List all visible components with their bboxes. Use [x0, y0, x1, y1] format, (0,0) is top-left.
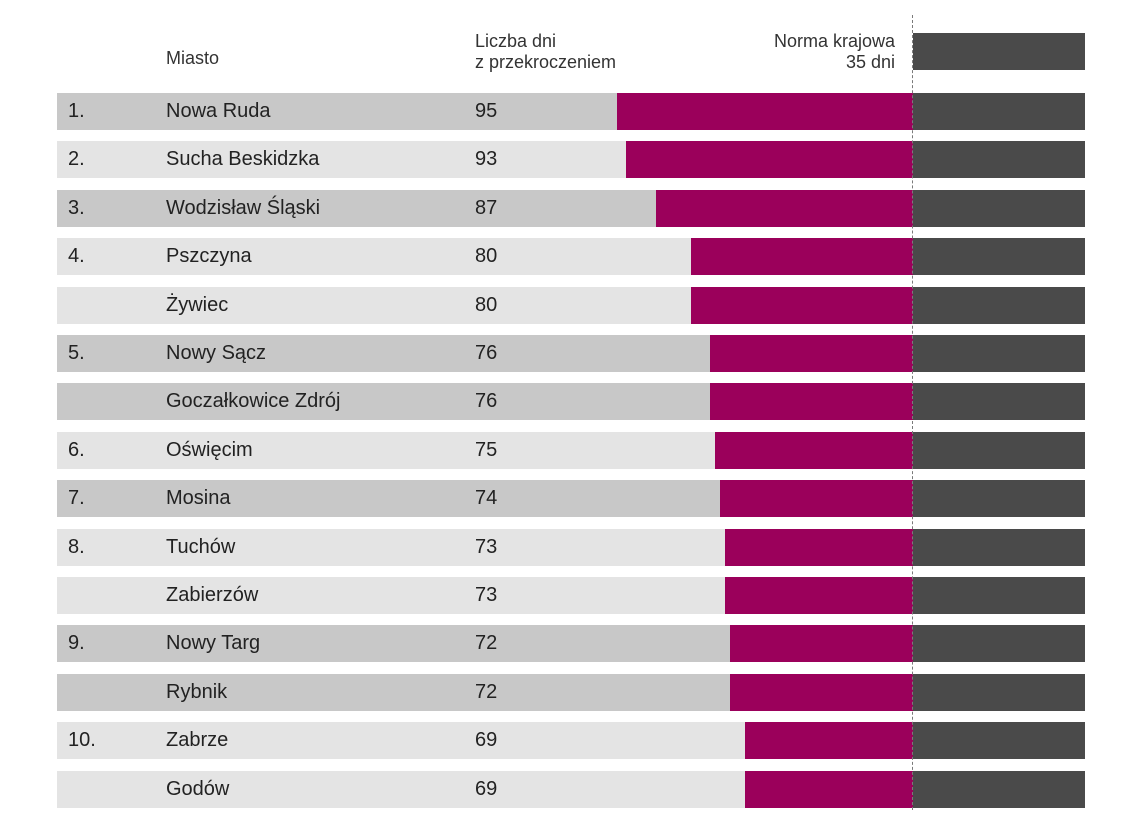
exceedance-bar — [725, 529, 913, 566]
value-label: 93 — [475, 148, 498, 170]
city-label: Sucha Beskidzka — [166, 148, 320, 170]
norm-bar — [913, 238, 1085, 275]
exceedance-bar — [616, 93, 913, 130]
value-label: 80 — [475, 294, 498, 316]
rank-label: 10. — [68, 729, 96, 751]
exceedance-bar — [690, 238, 913, 275]
norm-legend-swatch — [913, 33, 1085, 70]
exceedance-bar — [745, 722, 913, 759]
norm-bar — [913, 771, 1085, 808]
exceedance-bar — [626, 141, 913, 178]
exceedance-bar — [725, 577, 913, 614]
rank-label: 1. — [68, 100, 85, 122]
exceedance-bar — [715, 432, 913, 469]
norm-bar — [913, 432, 1085, 469]
rank-label: 9. — [68, 632, 85, 654]
city-label: Rybnik — [166, 681, 228, 703]
norm-bar — [913, 287, 1085, 324]
exceedance-bar — [720, 480, 913, 517]
rank-label: 2. — [68, 148, 85, 170]
city-label: Godów — [166, 778, 230, 800]
norm-bar — [913, 577, 1085, 614]
rank-label: 7. — [68, 487, 85, 509]
city-label: Tuchów — [166, 536, 236, 558]
city-label: Zabierzów — [166, 584, 259, 606]
value-label: 75 — [475, 439, 498, 461]
norm-bar — [913, 190, 1085, 227]
city-label: Wodzisław Śląski — [166, 197, 321, 219]
value-label: 69 — [475, 729, 498, 751]
city-label: Nowa Ruda — [166, 100, 271, 122]
value-label: 73 — [475, 536, 498, 558]
norm-bar — [913, 674, 1085, 711]
value-label: 72 — [475, 681, 498, 703]
norm-bar — [913, 480, 1085, 517]
exceedance-bar — [745, 771, 913, 808]
norm-bar — [913, 335, 1085, 372]
norm-bar — [913, 722, 1085, 759]
norm-bar — [913, 625, 1085, 662]
norm-bar — [913, 141, 1085, 178]
city-label: Pszczyna — [166, 245, 252, 267]
exceedance-bar — [656, 190, 913, 227]
value-label: 76 — [475, 342, 498, 364]
city-label: Nowy Targ — [166, 632, 261, 654]
norm-bar — [913, 529, 1085, 566]
city-label: Oświęcim — [166, 439, 253, 461]
header-national-norm: Norma krajowa 35 dni — [773, 31, 895, 72]
value-label: 73 — [475, 584, 498, 606]
value-label: 95 — [475, 100, 498, 122]
value-label: 72 — [475, 632, 498, 654]
value-label: 87 — [475, 197, 498, 219]
rank-label: 4. — [68, 245, 85, 267]
exceedance-bar — [710, 383, 913, 420]
city-label: Zabrze — [166, 729, 229, 751]
header-city: Miasto — [166, 48, 220, 68]
city-label: Żywiec — [166, 294, 229, 316]
rank-label: 5. — [68, 342, 85, 364]
rank-label: 3. — [68, 197, 85, 219]
norm-bar — [913, 383, 1085, 420]
city-label: Mosina — [166, 487, 231, 509]
norm-bar — [913, 93, 1085, 130]
city-label: Goczałkowice Zdrój — [166, 390, 341, 412]
value-label: 69 — [475, 778, 498, 800]
city-label: Nowy Sącz — [166, 342, 267, 364]
rank-label: 6. — [68, 439, 85, 461]
exceedance-bar — [730, 674, 913, 711]
rank-label: 8. — [68, 536, 85, 558]
header-day-count: Liczba dni z przekroczeniem — [475, 31, 617, 72]
value-label: 76 — [475, 390, 498, 412]
exceedance-bar — [730, 625, 913, 662]
exceedance-bar — [690, 287, 913, 324]
value-label: 80 — [475, 245, 498, 267]
value-label: 74 — [475, 487, 498, 509]
exceedance-bar — [710, 335, 913, 372]
norm-reference-line — [912, 15, 913, 810]
